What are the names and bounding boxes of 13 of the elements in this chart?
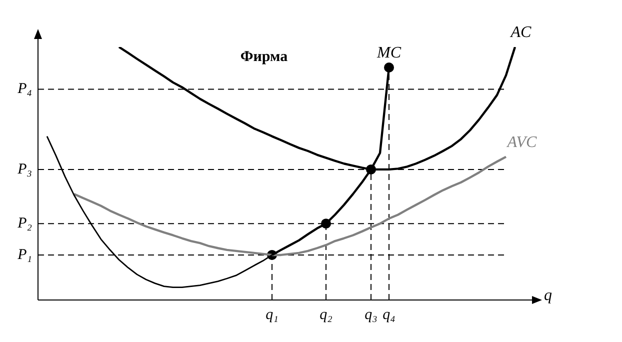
ref-line-label: P₄ <box>16 81 32 98</box>
x-axis-title: q <box>544 287 552 304</box>
ref-line-label: P₂ <box>16 216 32 232</box>
series-label: AVC <box>506 134 538 152</box>
chart-title: Фирма <box>240 48 288 65</box>
series-label: AC <box>510 24 532 42</box>
series-label: MC <box>376 44 402 62</box>
x-tick-label: q₁ <box>266 306 278 323</box>
x-tick-label: q₂ <box>320 306 332 323</box>
ref-line-label: P₃ <box>16 161 32 178</box>
ref-line-label: P₁ <box>16 246 32 263</box>
x-tick-label: q₄ <box>382 306 396 323</box>
x-tick-label: q₃ <box>364 306 378 323</box>
